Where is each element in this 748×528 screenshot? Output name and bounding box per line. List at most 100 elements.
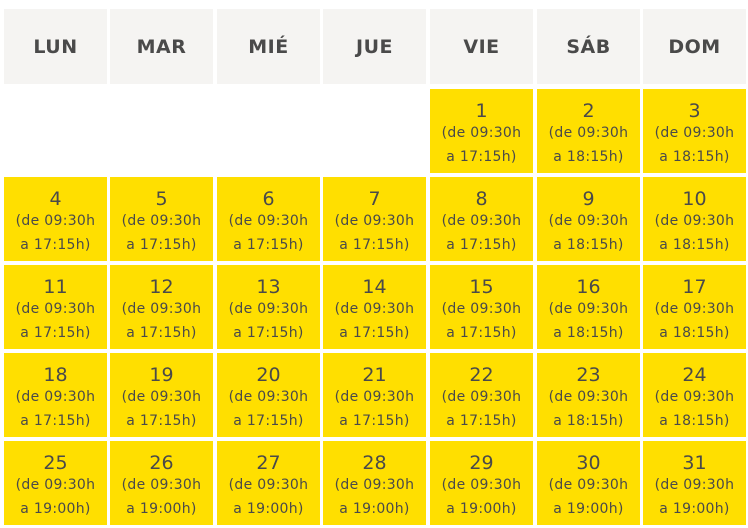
day-hours-end: a 17:15h) <box>20 325 91 341</box>
day-number: 9 <box>582 188 595 210</box>
day-number: 18 <box>43 364 68 386</box>
day-number: 1 <box>475 100 488 122</box>
day-number: 15 <box>469 276 494 298</box>
day-cell-26[interactable]: 26 (de 09:30h a 19:00h) <box>110 441 213 525</box>
day-number: 24 <box>682 364 707 386</box>
day-number: 29 <box>469 452 494 474</box>
day-cell-8[interactable]: 8 (de 09:30h a 17:15h) <box>430 177 533 261</box>
day-hours-end: a 18:15h) <box>553 237 624 253</box>
weekday-header-jue: JUE <box>323 9 426 84</box>
day-hours-start: (de 09:30h <box>228 477 309 493</box>
day-cell-4[interactable]: 4 (de 09:30h a 17:15h) <box>4 177 107 261</box>
day-cell-21[interactable]: 21 (de 09:30h a 17:15h) <box>323 353 426 437</box>
day-number: 22 <box>469 364 494 386</box>
day-cell-25[interactable]: 25 (de 09:30h a 19:00h) <box>4 441 107 525</box>
day-cell-27[interactable]: 27 (de 09:30h a 19:00h) <box>217 441 320 525</box>
day-hours-start: (de 09:30h <box>548 389 629 405</box>
day-hours-end: a 18:15h) <box>659 325 730 341</box>
day-cell-19[interactable]: 19 (de 09:30h a 17:15h) <box>110 353 213 437</box>
day-hours-end: a 19:00h) <box>20 501 91 517</box>
day-cell-20[interactable]: 20 (de 09:30h a 17:15h) <box>217 353 320 437</box>
day-hours-start: (de 09:30h <box>228 389 309 405</box>
day-hours-end: a 18:15h) <box>659 413 730 429</box>
weekday-header-mar: MAR <box>110 9 213 84</box>
day-cell-29[interactable]: 29 (de 09:30h a 19:00h) <box>430 441 533 525</box>
day-number: 11 <box>43 276 68 298</box>
day-cell-2[interactable]: 2 (de 09:30h a 18:15h) <box>537 89 640 173</box>
day-hours-end: a 17:15h) <box>339 413 410 429</box>
day-number: 6 <box>262 188 275 210</box>
day-hours-start: (de 09:30h <box>121 389 202 405</box>
day-number: 31 <box>682 452 707 474</box>
day-number: 17 <box>682 276 707 298</box>
day-hours-start: (de 09:30h <box>121 301 202 317</box>
day-hours-start: (de 09:30h <box>15 301 96 317</box>
day-cell-28[interactable]: 28 (de 09:30h a 19:00h) <box>323 441 426 525</box>
weekday-header-lun: LUN <box>4 9 107 84</box>
day-hours-end: a 17:15h) <box>339 325 410 341</box>
day-hours-start: (de 09:30h <box>548 125 629 141</box>
day-hours-end: a 19:00h) <box>126 501 197 517</box>
day-cell-13[interactable]: 13 (de 09:30h a 17:15h) <box>217 265 320 349</box>
day-number: 20 <box>256 364 281 386</box>
weekday-header-mie: MIÉ <box>217 9 320 84</box>
day-hours-end: a 17:15h) <box>446 149 517 165</box>
day-cell-11[interactable]: 11 (de 09:30h a 17:15h) <box>4 265 107 349</box>
day-hours-end: a 18:15h) <box>553 413 624 429</box>
day-hours-start: (de 09:30h <box>548 301 629 317</box>
day-number: 26 <box>149 452 174 474</box>
day-cell-16[interactable]: 16 (de 09:30h a 18:15h) <box>537 265 640 349</box>
day-cell-3[interactable]: 3 (de 09:30h a 18:15h) <box>643 89 746 173</box>
day-hours-end: a 18:15h) <box>659 237 730 253</box>
day-cell-31[interactable]: 31 (de 09:30h a 19:00h) <box>643 441 746 525</box>
day-hours-end: a 17:15h) <box>446 325 517 341</box>
day-cell-24[interactable]: 24 (de 09:30h a 18:15h) <box>643 353 746 437</box>
day-cell-23[interactable]: 23 (de 09:30h a 18:15h) <box>537 353 640 437</box>
day-hours-start: (de 09:30h <box>15 389 96 405</box>
day-number: 5 <box>155 188 168 210</box>
day-hours-end: a 17:15h) <box>126 237 197 253</box>
day-cell-12[interactable]: 12 (de 09:30h a 17:15h) <box>110 265 213 349</box>
day-hours-start: (de 09:30h <box>654 477 735 493</box>
weekday-header-vie: VIE <box>430 9 533 84</box>
day-hours-start: (de 09:30h <box>441 389 522 405</box>
day-hours-start: (de 09:30h <box>121 213 202 229</box>
day-hours-end: a 19:00h) <box>659 501 730 517</box>
day-hours-start: (de 09:30h <box>228 213 309 229</box>
day-hours-end: a 17:15h) <box>20 237 91 253</box>
day-hours-start: (de 09:30h <box>334 389 415 405</box>
day-cell-5[interactable]: 5 (de 09:30h a 17:15h) <box>110 177 213 261</box>
day-cell-9[interactable]: 9 (de 09:30h a 18:15h) <box>537 177 640 261</box>
day-cell-14[interactable]: 14 (de 09:30h a 17:15h) <box>323 265 426 349</box>
day-hours-end: a 17:15h) <box>446 237 517 253</box>
day-number: 14 <box>362 276 387 298</box>
day-hours-end: a 17:15h) <box>233 237 304 253</box>
weekday-header-sab: SÁB <box>537 9 640 84</box>
day-number: 27 <box>256 452 281 474</box>
day-hours-end: a 19:00h) <box>233 501 304 517</box>
day-cell-18[interactable]: 18 (de 09:30h a 17:15h) <box>4 353 107 437</box>
day-cell-15[interactable]: 15 (de 09:30h a 17:15h) <box>430 265 533 349</box>
day-cell-17[interactable]: 17 (de 09:30h a 18:15h) <box>643 265 746 349</box>
day-hours-start: (de 09:30h <box>548 213 629 229</box>
day-number: 2 <box>582 100 595 122</box>
day-cell-1[interactable]: 1 (de 09:30h a 17:15h) <box>430 89 533 173</box>
day-cell-22[interactable]: 22 (de 09:30h a 17:15h) <box>430 353 533 437</box>
day-hours-start: (de 09:30h <box>334 213 415 229</box>
day-cell-7[interactable]: 7 (de 09:30h a 17:15h) <box>323 177 426 261</box>
day-cell-10[interactable]: 10 (de 09:30h a 18:15h) <box>643 177 746 261</box>
day-number: 10 <box>682 188 707 210</box>
day-hours-end: a 17:15h) <box>126 413 197 429</box>
day-number: 25 <box>43 452 68 474</box>
day-hours-start: (de 09:30h <box>121 477 202 493</box>
day-cell-30[interactable]: 30 (de 09:30h a 19:00h) <box>537 441 640 525</box>
weekday-header-dom: DOM <box>643 9 746 84</box>
day-hours-end: a 17:15h) <box>446 413 517 429</box>
day-cell-6[interactable]: 6 (de 09:30h a 17:15h) <box>217 177 320 261</box>
day-hours-end: a 18:15h) <box>553 325 624 341</box>
day-number: 13 <box>256 276 281 298</box>
day-number: 4 <box>49 188 62 210</box>
day-number: 23 <box>576 364 601 386</box>
day-hours-end: a 19:00h) <box>553 501 624 517</box>
